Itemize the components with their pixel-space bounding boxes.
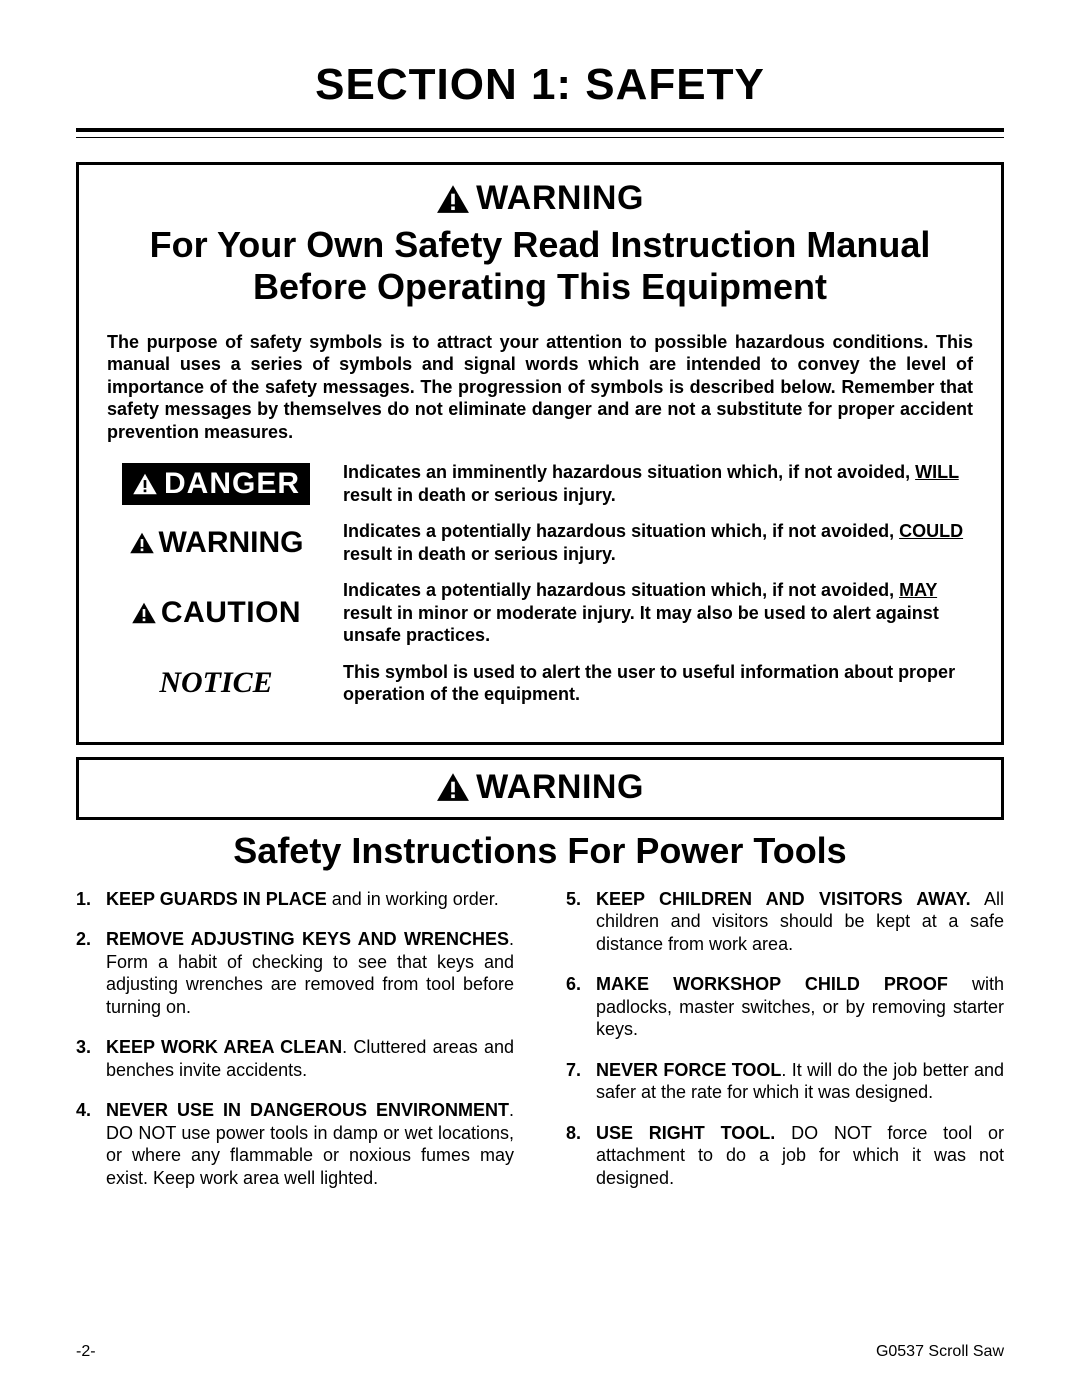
- box1-intro-paragraph: The purpose of safety symbols is to attr…: [107, 331, 973, 444]
- manual-page: SECTION 1: SAFETY WARNING For Your Own S…: [0, 0, 1080, 1397]
- rule-item: KEEP CHILDREN AND VISITORS AWAY. All chi…: [566, 888, 1004, 956]
- rule-lead: USE RIGHT TOOL.: [596, 1123, 775, 1143]
- box1-subtitle: For Your Own Safety Read Instruction Man…: [107, 224, 973, 309]
- warning-label-text: WARNING: [159, 526, 304, 560]
- horizontal-rule: [76, 128, 1004, 138]
- danger-pre: Indicates an imminently hazardous situat…: [343, 462, 915, 482]
- symbol-row-danger: DANGER Indicates an imminently hazardous…: [107, 461, 973, 506]
- warning-label: WARNING: [107, 526, 325, 560]
- caution-triangle-icon: [131, 602, 157, 624]
- warning-triangle-icon: [129, 532, 155, 554]
- rule-item: KEEP WORK AREA CLEAN. Cluttered areas an…: [76, 1036, 514, 1081]
- rule-item: REMOVE ADJUSTING KEYS AND WRENCHES. Form…: [76, 928, 514, 1018]
- danger-triangle-icon: [132, 473, 158, 495]
- safety-symbols-box: WARNING For Your Own Safety Read Instruc…: [76, 162, 1004, 745]
- rules-list-left: KEEP GUARDS IN PLACE and in working orde…: [76, 888, 514, 1190]
- rule-lead: NEVER FORCE TOOL: [596, 1060, 781, 1080]
- footer-page-number: -2-: [76, 1343, 96, 1361]
- rule-lead: KEEP WORK AREA CLEAN: [106, 1037, 342, 1057]
- rule-item: KEEP GUARDS IN PLACE and in working orde…: [76, 888, 514, 911]
- danger-label-text: DANGER: [164, 467, 300, 501]
- rule-lead: MAKE WORKSHOP CHILD PROOF: [596, 974, 948, 994]
- rule-lead: NEVER USE IN DANGEROUS ENVIRONMENT: [106, 1100, 509, 1120]
- rules-columns: KEEP GUARDS IN PLACE and in working orde…: [76, 888, 1004, 1208]
- caution-post: result in minor or moderate injury. It m…: [343, 603, 939, 646]
- caution-description: Indicates a potentially hazardous situat…: [343, 579, 973, 647]
- notice-label-text: NOTICE: [159, 666, 272, 700]
- page-footer: -2- G0537 Scroll Saw: [76, 1343, 1004, 1361]
- rule-item: NEVER USE IN DANGEROUS ENVIRONMENT. DO N…: [76, 1099, 514, 1189]
- rule-lead: KEEP GUARDS IN PLACE: [106, 889, 327, 909]
- warning-description: Indicates a potentially hazardous situat…: [343, 520, 973, 565]
- danger-label: DANGER: [107, 463, 325, 505]
- rules-title: Safety Instructions For Power Tools: [76, 830, 1004, 872]
- warning-header-2-text: WARNING: [476, 768, 644, 807]
- warning-header: WARNING: [107, 179, 973, 218]
- rules-column-right: KEEP CHILDREN AND VISITORS AWAY. All chi…: [566, 888, 1004, 1208]
- rule-lead: KEEP CHILDREN AND VISITORS AWAY.: [596, 889, 971, 909]
- warning-pre: Indicates a potentially hazardous situat…: [343, 521, 899, 541]
- rules-column-left: KEEP GUARDS IN PLACE and in working orde…: [76, 888, 514, 1208]
- caution-keyword: MAY: [899, 580, 937, 600]
- danger-post: result in death or serious injury.: [343, 485, 616, 505]
- symbol-row-caution: CAUTION Indicates a potentially hazardou…: [107, 579, 973, 647]
- section-title: SECTION 1: SAFETY: [76, 60, 1004, 128]
- caution-label: CAUTION: [107, 596, 325, 630]
- caution-label-text: CAUTION: [161, 596, 301, 630]
- warning-header-2: WARNING: [79, 768, 1001, 807]
- rule-item: MAKE WORKSHOP CHILD PROOF with padlocks,…: [566, 973, 1004, 1041]
- rules-list-right: KEEP CHILDREN AND VISITORS AWAY. All chi…: [566, 888, 1004, 1190]
- symbol-row-warning: WARNING Indicates a potentially hazardou…: [107, 520, 973, 565]
- rule-item: USE RIGHT TOOL. DO NOT force tool or att…: [566, 1122, 1004, 1190]
- warning-header-text: WARNING: [476, 179, 644, 218]
- notice-description: This symbol is used to alert the user to…: [343, 661, 973, 706]
- warning-triangle-icon: [436, 184, 470, 214]
- danger-keyword: WILL: [915, 462, 959, 482]
- symbol-row-notice: NOTICE This symbol is used to alert the …: [107, 661, 973, 706]
- notice-label: NOTICE: [107, 666, 325, 700]
- warning-triangle-icon: [436, 772, 470, 802]
- footer-product-name: G0537 Scroll Saw: [876, 1343, 1004, 1361]
- danger-description: Indicates an imminently hazardous situat…: [343, 461, 973, 506]
- warning-post: result in death or serious injury.: [343, 544, 616, 564]
- caution-pre: Indicates a potentially hazardous situat…: [343, 580, 899, 600]
- rule-item: NEVER FORCE TOOL. It will do the job bet…: [566, 1059, 1004, 1104]
- warning-box-2: WARNING: [76, 757, 1004, 820]
- warning-keyword: COULD: [899, 521, 963, 541]
- rule-lead: REMOVE ADJUSTING KEYS AND WRENCHES: [106, 929, 509, 949]
- rule-rest: and in working order.: [327, 889, 499, 909]
